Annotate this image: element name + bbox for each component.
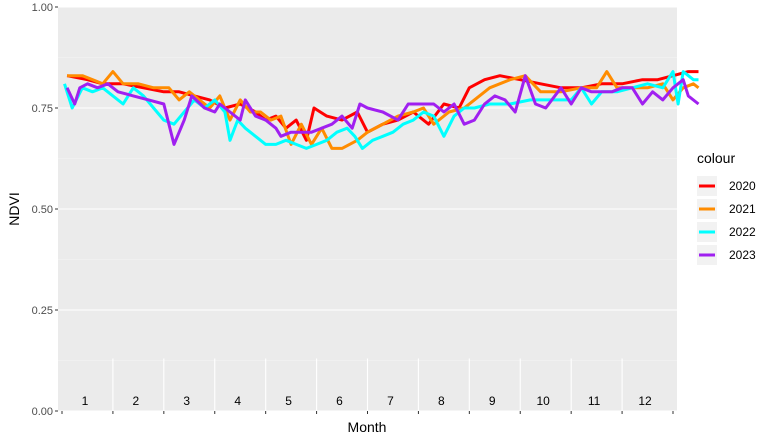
- series-line-2021: [67, 70, 700, 150]
- y-axis-title: NDVI: [6, 192, 22, 225]
- y-axis: 0.00 0.25 0.50 0.75 1.00: [32, 2, 58, 418]
- month-label: 6: [336, 394, 343, 408]
- y-tick-label: 0.25: [32, 305, 53, 317]
- legend-label: 2022: [729, 225, 756, 239]
- series-lines: [63, 70, 700, 150]
- month-label: 12: [638, 394, 652, 408]
- month-label: 11: [588, 394, 601, 408]
- series-line-2023: [65, 74, 700, 146]
- month-label: 2: [132, 394, 139, 408]
- month-label: 5: [285, 394, 292, 408]
- month-label: 9: [489, 394, 496, 408]
- y-tick-label: 1.00: [32, 2, 53, 14]
- month-label: 8: [438, 394, 445, 408]
- month-separators: [112, 358, 623, 411]
- legend: colour 2020 2021 2022 2023: [697, 150, 756, 265]
- series-line-2022: [63, 70, 699, 150]
- y-tick-label: 0.00: [32, 406, 53, 418]
- legend-label: 2020: [729, 179, 756, 193]
- y-tick-label: 0.50: [32, 204, 53, 216]
- month-label: 7: [387, 394, 394, 408]
- month-label: 1: [82, 394, 89, 408]
- month-label: 4: [234, 394, 241, 408]
- y-tick-label: 0.75: [32, 103, 53, 115]
- legend-label: 2021: [729, 202, 756, 216]
- month-label: 3: [183, 394, 190, 408]
- legend-label: 2023: [729, 248, 756, 262]
- x-axis: [61, 411, 674, 414]
- grid-lines: [58, 6, 677, 412]
- x-axis-title: Month: [348, 419, 387, 435]
- legend-title: colour: [697, 150, 735, 166]
- month-label: 10: [536, 394, 550, 408]
- month-labels: 1 2 3 4 5 6 7 8 9 10 11 12: [82, 394, 652, 408]
